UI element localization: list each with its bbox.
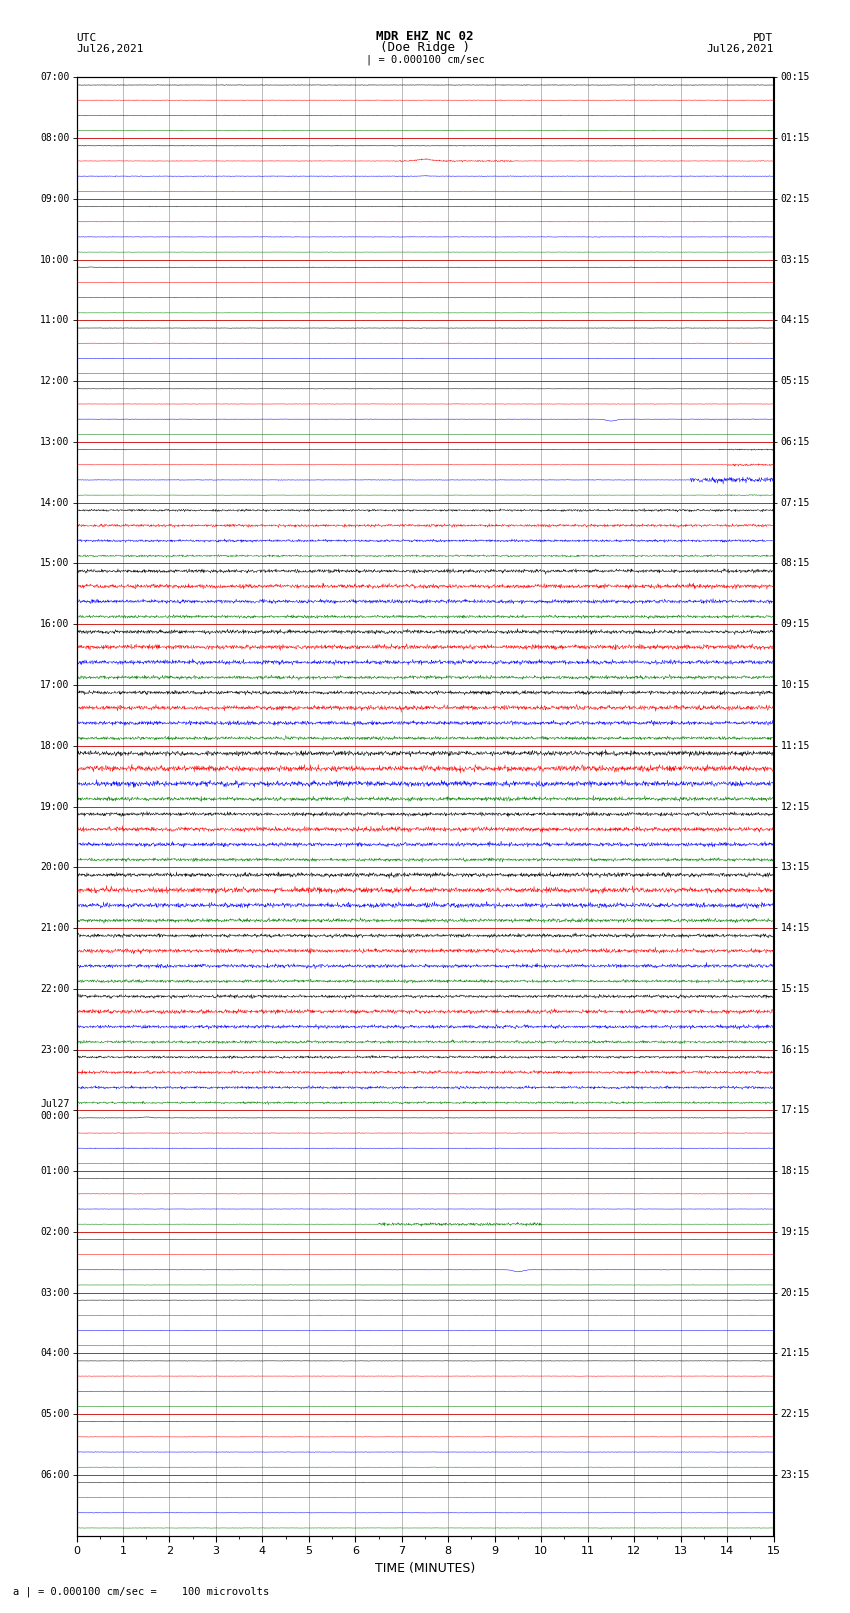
Text: Jul26,2021: Jul26,2021 — [76, 44, 144, 53]
Text: | = 0.000100 cm/sec: | = 0.000100 cm/sec — [366, 55, 484, 65]
Text: UTC: UTC — [76, 32, 97, 44]
Text: MDR EHZ NC 02: MDR EHZ NC 02 — [377, 29, 473, 44]
Text: Jul26,2021: Jul26,2021 — [706, 44, 774, 53]
Text: a | = 0.000100 cm/sec =    100 microvolts: a | = 0.000100 cm/sec = 100 microvolts — [13, 1586, 269, 1597]
X-axis label: TIME (MINUTES): TIME (MINUTES) — [375, 1561, 475, 1574]
Text: PDT: PDT — [753, 32, 774, 44]
Text: (Doe Ridge ): (Doe Ridge ) — [380, 40, 470, 53]
